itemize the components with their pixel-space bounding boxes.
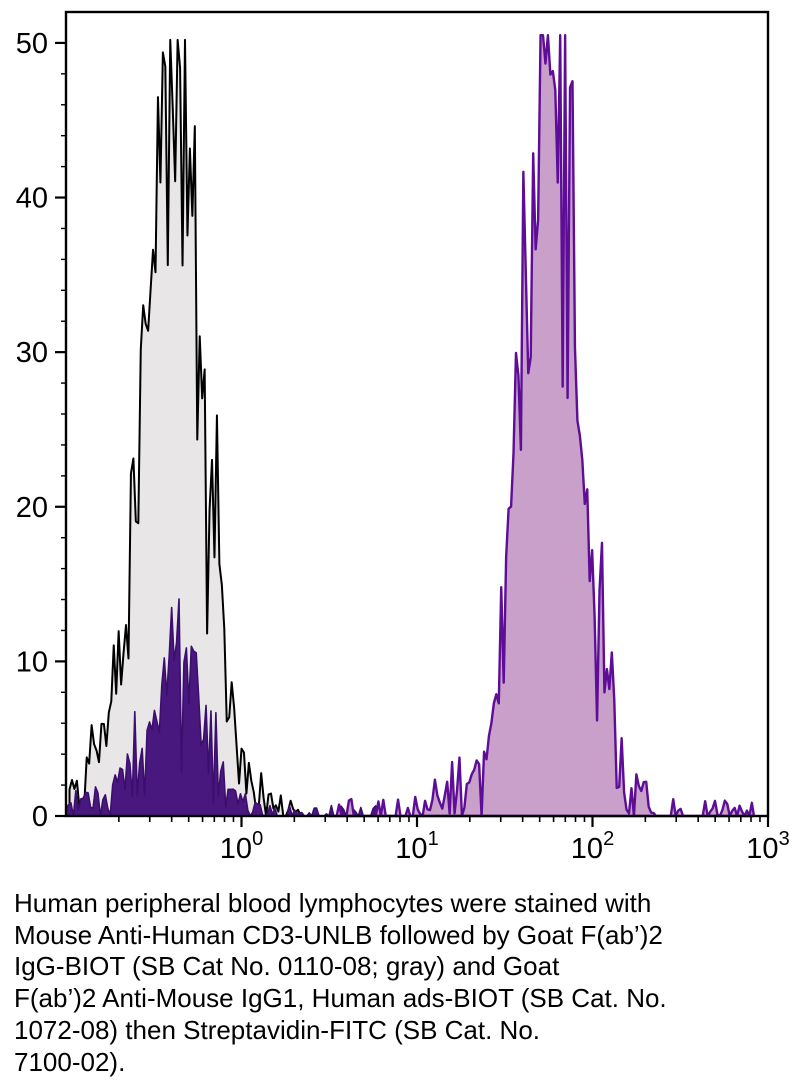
y-tick-label: 40 <box>16 183 48 215</box>
y-tick-label: 0 <box>32 801 48 833</box>
x-tick-label: 103 <box>746 828 789 862</box>
x-tick-label: 102 <box>571 828 614 862</box>
y-tick-label: 20 <box>16 492 48 524</box>
x-tick-label: 101 <box>395 828 438 862</box>
gray-control-histogram <box>68 38 317 817</box>
histogram-chart: 0 10 20 30 40 50 100 101 102 103 <box>16 10 790 865</box>
y-tick-label: 50 <box>16 28 48 60</box>
purple-stained-histogram <box>328 33 756 818</box>
y-tick-label: 30 <box>16 337 48 369</box>
x-tick-label: 100 <box>220 828 263 862</box>
y-tick-label: 10 <box>16 646 48 678</box>
figure-caption: Human peripheral blood lymphocytes were … <box>14 888 667 1077</box>
histogram-plot: 0 10 20 30 40 50 100 101 102 103 <box>16 10 790 865</box>
